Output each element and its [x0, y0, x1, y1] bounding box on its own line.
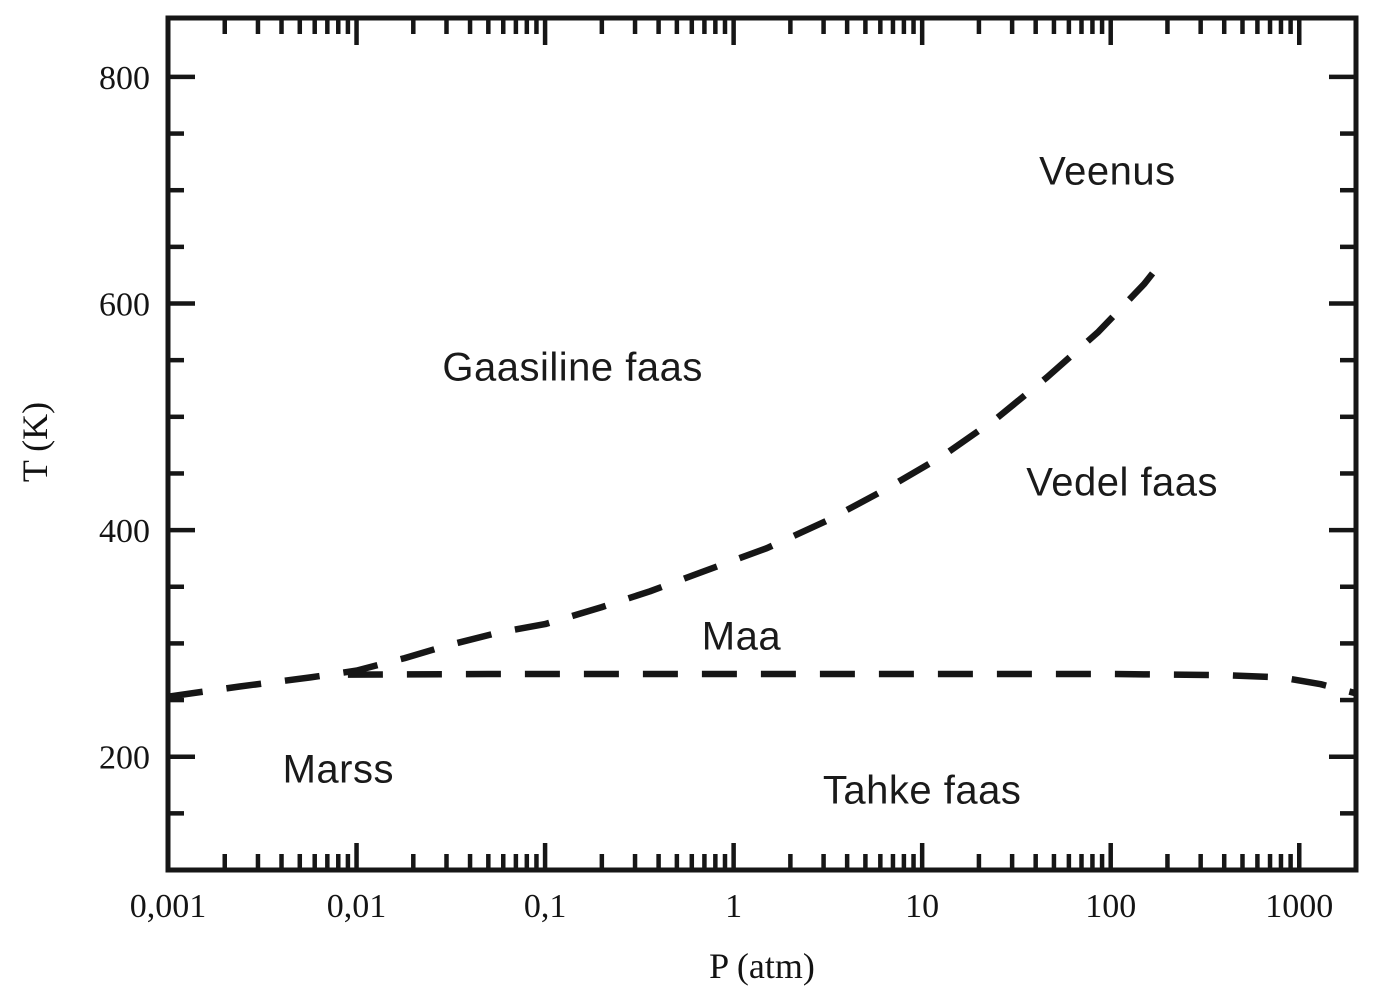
x-tick-label: 0,1	[524, 888, 567, 925]
x-tick-label: 1000	[1265, 888, 1333, 925]
axis-ticks	[168, 18, 1356, 870]
sublimation-vaporization-curve	[167, 266, 1160, 700]
x-tick-label: 0,001	[130, 888, 207, 925]
region-label-gas: Gaasiline faas	[442, 345, 703, 390]
planet-label-earth: Maa	[701, 614, 782, 659]
plot-frame	[165, 15, 1359, 873]
y-axis-title: T (K)	[15, 401, 55, 483]
region-label-liquid: Vedel faas	[1026, 460, 1219, 505]
x-tick-label: 10	[905, 888, 939, 925]
axis-tick-labels: 0,001 0,01 0,1 1 10 100 1000 800 600 400 200	[99, 60, 1333, 925]
x-axis-title: P (atm)	[709, 946, 815, 986]
melting-curve	[347, 670, 1357, 697]
phase-boundary-curves	[167, 266, 1357, 700]
x-tick-label: 1	[725, 888, 742, 925]
y-tick-label: 200	[99, 740, 150, 777]
x-tick-label: 0,01	[327, 888, 387, 925]
y-tick-label: 800	[99, 60, 150, 97]
region-label-solid: Tahke faas	[822, 768, 1022, 813]
planet-label-mars: Marss	[282, 747, 394, 792]
y-tick-label: 600	[99, 287, 150, 324]
x-tick-label: 100	[1085, 888, 1136, 925]
planet-label-venus: Veenus	[1039, 149, 1176, 194]
y-tick-label: 400	[99, 513, 150, 550]
